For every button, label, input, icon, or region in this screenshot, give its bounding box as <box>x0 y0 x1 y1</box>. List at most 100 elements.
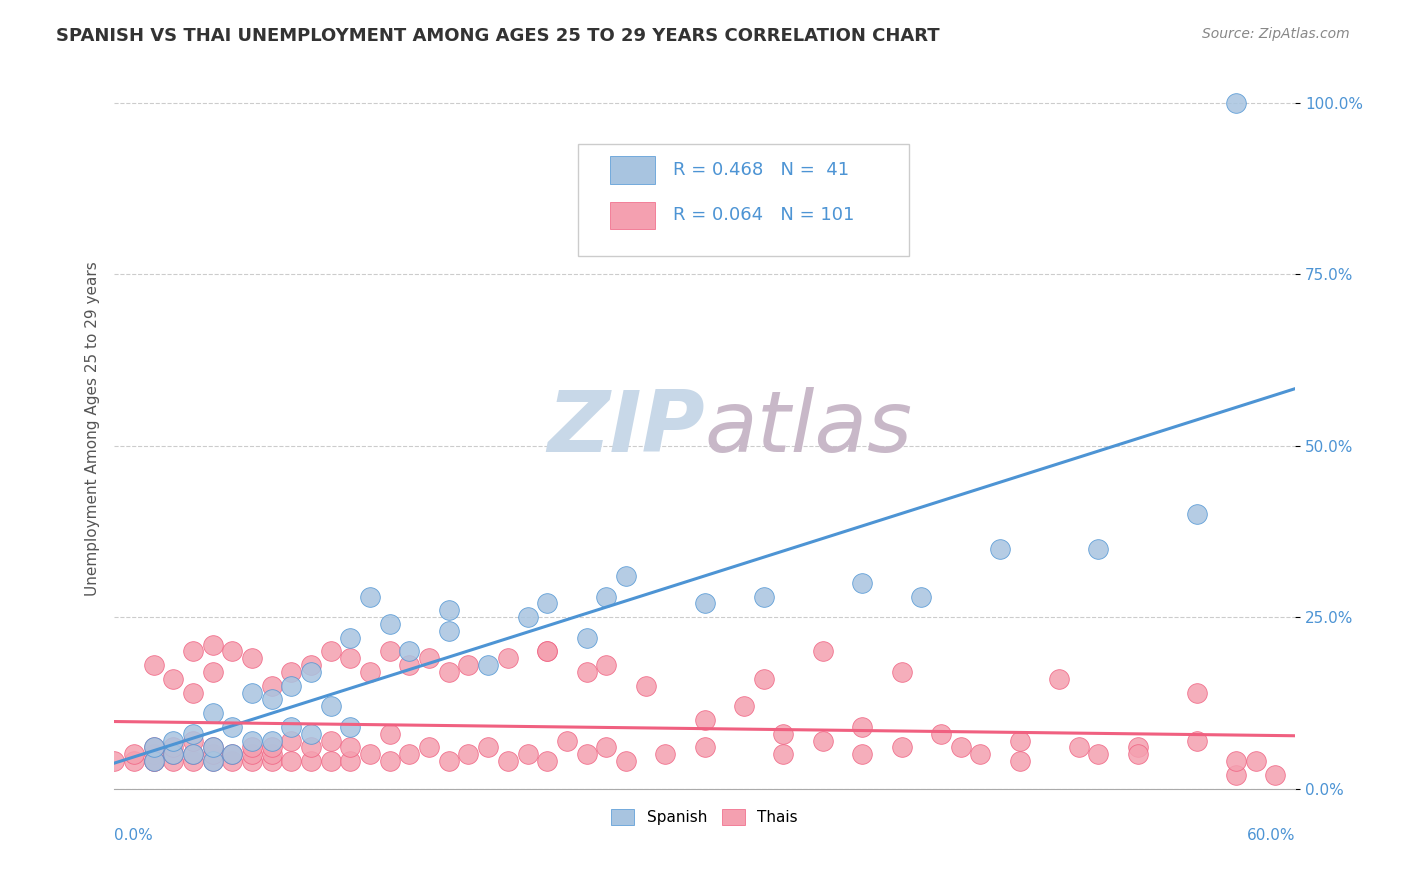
Point <box>477 658 499 673</box>
Point <box>1185 733 1208 747</box>
Point <box>201 706 224 720</box>
Point <box>240 754 263 768</box>
Point <box>181 747 204 762</box>
Point <box>122 754 145 768</box>
Point <box>595 740 617 755</box>
Point <box>299 727 322 741</box>
Point <box>536 754 558 768</box>
Point <box>319 733 342 747</box>
Point <box>890 740 912 755</box>
Point <box>772 727 794 741</box>
Point <box>418 740 440 755</box>
Point <box>457 658 479 673</box>
Point <box>437 665 460 679</box>
Point <box>319 754 342 768</box>
Point <box>398 658 420 673</box>
Text: R = 0.468   N =  41: R = 0.468 N = 41 <box>673 161 849 179</box>
Point <box>1008 733 1031 747</box>
Point <box>378 617 401 632</box>
Point <box>398 747 420 762</box>
Point <box>1126 747 1149 762</box>
Point <box>693 740 716 755</box>
Point <box>555 733 578 747</box>
Point <box>595 590 617 604</box>
Point <box>1126 740 1149 755</box>
Point <box>299 754 322 768</box>
Point <box>260 733 283 747</box>
Point <box>910 590 932 604</box>
Point <box>536 644 558 658</box>
Point <box>437 603 460 617</box>
Point <box>339 720 361 734</box>
Text: 60.0%: 60.0% <box>1247 828 1295 843</box>
Point <box>1008 754 1031 768</box>
Y-axis label: Unemployment Among Ages 25 to 29 years: Unemployment Among Ages 25 to 29 years <box>86 261 100 596</box>
Point <box>260 740 283 755</box>
Point <box>437 754 460 768</box>
Point <box>1087 747 1109 762</box>
Point <box>339 631 361 645</box>
Point <box>299 658 322 673</box>
Point <box>949 740 972 755</box>
Point <box>181 747 204 762</box>
Point <box>693 596 716 610</box>
Point <box>181 733 204 747</box>
Point <box>162 733 184 747</box>
Point <box>201 747 224 762</box>
Point <box>221 720 243 734</box>
Point <box>772 747 794 762</box>
Point <box>614 569 637 583</box>
Point <box>221 644 243 658</box>
Point <box>575 665 598 679</box>
Point <box>280 665 302 679</box>
Point <box>733 699 755 714</box>
Point <box>969 747 991 762</box>
Point <box>142 740 165 755</box>
Point <box>595 658 617 673</box>
Point <box>1225 754 1247 768</box>
Point <box>575 747 598 762</box>
Point <box>1225 95 1247 110</box>
Point <box>634 679 657 693</box>
Point <box>752 672 775 686</box>
Point <box>496 651 519 665</box>
Point <box>260 747 283 762</box>
Point <box>457 747 479 762</box>
Point <box>103 754 125 768</box>
Point <box>1185 508 1208 522</box>
Point <box>614 754 637 768</box>
Legend: Spanish, Thais: Spanish, Thais <box>606 803 804 831</box>
Point <box>319 699 342 714</box>
Point <box>280 754 302 768</box>
Point <box>240 685 263 699</box>
Point <box>201 740 224 755</box>
Point <box>260 692 283 706</box>
Point <box>516 610 538 624</box>
Point <box>142 740 165 755</box>
Point <box>398 644 420 658</box>
FancyBboxPatch shape <box>578 145 910 256</box>
Point <box>221 747 243 762</box>
Point <box>890 665 912 679</box>
Point <box>181 727 204 741</box>
Point <box>378 644 401 658</box>
Point <box>162 747 184 762</box>
Point <box>142 747 165 762</box>
Point <box>929 727 952 741</box>
Point <box>162 747 184 762</box>
Point <box>339 754 361 768</box>
Point <box>162 754 184 768</box>
FancyBboxPatch shape <box>610 156 655 184</box>
Point <box>811 644 834 658</box>
Point <box>1047 672 1070 686</box>
Point <box>319 644 342 658</box>
Point <box>988 541 1011 556</box>
Point <box>496 754 519 768</box>
Point <box>851 720 873 734</box>
Point <box>240 733 263 747</box>
Text: 0.0%: 0.0% <box>114 828 153 843</box>
Point <box>280 733 302 747</box>
Point <box>693 713 716 727</box>
Point <box>437 624 460 638</box>
Point <box>1264 768 1286 782</box>
